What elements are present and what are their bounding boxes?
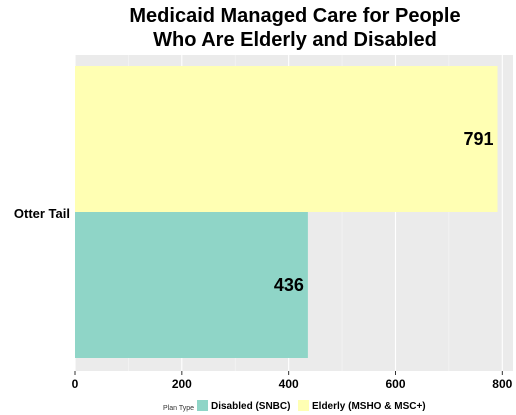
x-tick-label: 0 — [72, 377, 79, 391]
x-tick-label: 800 — [492, 377, 512, 391]
x-axis-ticks: 0 200 400 600 800 — [72, 371, 513, 391]
data-label: 436 — [274, 275, 304, 295]
x-tick-label: 400 — [279, 377, 299, 391]
x-tick-label: 200 — [172, 377, 192, 391]
legend: Plan Type Disabled (SNBC) Elderly (MSHO … — [163, 400, 426, 412]
bar-disabled-snbc — [75, 212, 308, 358]
legend-swatch-elderly — [298, 400, 309, 411]
legend-swatch-disabled — [197, 400, 208, 411]
x-tick-label: 600 — [385, 377, 405, 391]
category-label: Otter Tail — [14, 206, 70, 221]
legend-title: Plan Type — [163, 405, 194, 412]
bars — [75, 66, 498, 358]
legend-label-elderly: Elderly (MSHO & MSC+) — [312, 401, 426, 412]
bar-elderly-msho-msc — [75, 66, 498, 212]
chart-title-line-2: Who Are Elderly and Disabled — [153, 29, 437, 51]
data-labels: 436 791 — [274, 129, 494, 295]
legend-label-disabled: Disabled (SNBC) — [211, 401, 290, 412]
data-label: 791 — [463, 129, 493, 149]
chart-title-line-1: Medicaid Managed Care for People — [129, 5, 460, 27]
